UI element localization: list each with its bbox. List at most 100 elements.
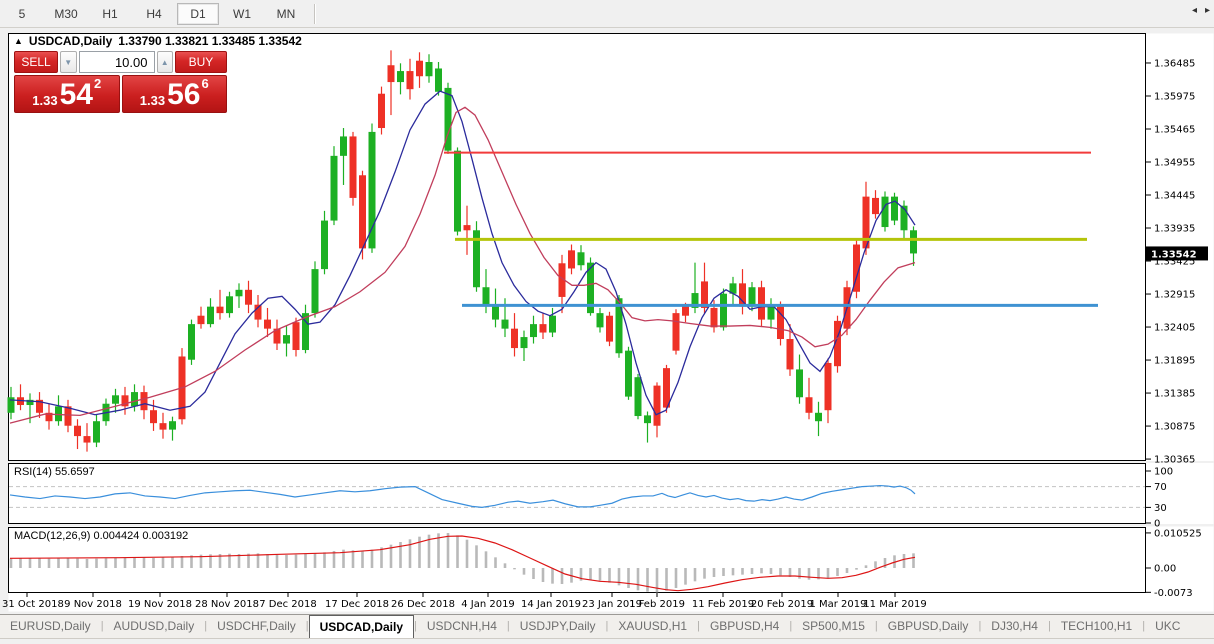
candles [7,50,917,452]
tab-xauusd-h1[interactable]: XAUUSD,H1 [618,619,688,633]
svg-text:0: 0 [1154,519,1160,530]
svg-text:100: 100 [1154,467,1173,478]
collapse-icon[interactable]: ▲ [14,36,23,46]
svg-text:1.30365: 1.30365 [1154,455,1195,466]
tab-separator: | [874,620,878,632]
svg-text:1.34445: 1.34445 [1154,191,1195,202]
macd-pane [9,533,916,593]
svg-text:30: 30 [1154,503,1167,514]
buy-price-sup: 6 [201,76,209,91]
svg-text:7 Dec 2018: 7 Dec 2018 [259,599,317,610]
svg-text:70: 70 [1154,482,1167,493]
tab-scroll-left-icon[interactable]: ◂ [1191,5,1197,16]
tab-separator: | [789,620,793,632]
tab-separator: | [1142,620,1146,632]
tab-eurusd-daily[interactable]: EURUSD,Daily [10,619,91,633]
svg-text:1.32915: 1.32915 [1154,290,1195,301]
svg-text:0.010525: 0.010525 [1154,528,1202,539]
tab-audusd-daily[interactable]: AUDUSD,Daily [113,619,195,633]
svg-text:1.30875: 1.30875 [1154,422,1195,433]
svg-text:1.33542: 1.33542 [1151,249,1197,260]
tab-sp500-m15[interactable]: SP500,M15 [802,619,865,633]
svg-text:1.31895: 1.31895 [1154,356,1195,367]
svg-text:1.31385: 1.31385 [1154,389,1195,400]
tab-separator: | [204,620,208,632]
tab-ukc[interactable]: UKC [1155,619,1181,633]
chart-title: ▲ USDCAD,Daily 1.33790 1.33821 1.33485 1… [14,34,302,48]
buy-button[interactable]: BUY [174,51,227,73]
svg-text:0.00: 0.00 [1154,564,1176,575]
tab-scroll-right-icon[interactable]: ▸ [1204,5,1210,16]
volume-decrease-icon[interactable]: ▼ [60,51,77,73]
timeframe-button-MN[interactable]: MN [276,6,296,21]
timeframe-button-W1[interactable]: W1 [233,6,251,21]
chart-panes [0,33,1214,612]
macd-signal-line [9,535,916,592]
tab-separator: | [605,620,609,632]
quote-ohlc: 1.33790 1.33821 1.33485 1.33542 [118,34,302,48]
buy-price-small: 1.33 [139,93,166,108]
svg-text:14 Jan 2019: 14 Jan 2019 [521,599,581,610]
svg-text:1.33935: 1.33935 [1154,224,1195,235]
timeframe-button-5[interactable]: 5 [18,6,26,21]
tab-dj30-h4[interactable]: DJ30,H4 [991,619,1038,633]
tab-usdcnh-h4[interactable]: USDCNH,H4 [426,619,497,633]
sell-button[interactable]: SELL [14,51,59,73]
toolbar-separator [314,3,316,24]
tab-separator: | [305,620,309,632]
svg-text:4 Jan 2019: 4 Jan 2019 [461,599,515,610]
svg-text:26 Dec 2018: 26 Dec 2018 [391,599,455,610]
chart-canvas[interactable]: 1.36485 1.35975 1.35465 1.34955 1.34445 1.339… [0,28,1214,644]
tab-usdchf-daily[interactable]: USDCHF,Daily [217,619,296,633]
svg-text:1.32405: 1.32405 [1154,323,1195,334]
svg-text:1.33425: 1.33425 [1154,257,1195,268]
timeframe-button-M30[interactable]: M30 [54,6,78,21]
tab-gbpusd-h4[interactable]: GBPUSD,H4 [709,619,780,633]
date-axis[interactable]: 31 Oct 2018 9 Nov 2018 19 Nov 2018 28 Nov 2… [2,593,927,610]
svg-text:9 Nov 2018: 9 Nov 2018 [64,599,122,610]
sell-price-big: 54 [59,78,93,111]
tab-separator: | [1047,620,1051,632]
timeframe-button-H4[interactable]: H4 [146,6,162,21]
tab-separator: | [697,620,700,632]
tab-usdcad-daily[interactable]: USDCAD,Daily [308,615,414,639]
symbol-label: USDCAD,Daily [28,34,113,48]
svg-text:17 Dec 2018: 17 Dec 2018 [325,599,389,610]
svg-text:31 Oct 2018: 31 Oct 2018 [2,599,64,610]
tab-separator: | [414,620,417,632]
tab-separator: | [506,620,510,632]
svg-text:20 Feb 2019: 20 Feb 2019 [751,599,813,610]
rsi-pane [9,484,1145,509]
buy-price-box[interactable]: 1.33 56 6 [121,75,227,113]
tab-usdjpy-daily[interactable]: USDJPY,Daily [519,619,596,633]
chart-tab-bar: EURUSD,Daily | AUDUSD,Daily | USDCHF,Daily | U… [0,614,1214,639]
current-price-marker: 1.33542 [1146,246,1208,261]
sell-price-box[interactable]: 1.33 54 2 [14,75,120,113]
volume-increase-icon[interactable]: ▲ [156,51,173,73]
volume-input[interactable] [78,51,155,73]
status-strip [0,638,1214,644]
svg-text:11 Feb 2019: 11 Feb 2019 [692,599,754,610]
timeframe-button-D1[interactable]: D1 [177,2,219,25]
ma-fast-line [9,90,916,416]
buy-price-big: 56 [167,78,201,111]
chart-svg: 1.364851.359751.354651.349551.344451.339… [0,33,1214,612]
sell-price-sup: 2 [93,76,102,91]
rsi-axis[interactable]: 100 70 30 0 [1146,467,1173,530]
tab-separator: | [100,620,104,632]
tab-tech100-h1[interactable]: TECH100,H1 [1060,619,1133,633]
svg-text:19 Nov 2018: 19 Nov 2018 [128,599,192,610]
svg-text:28 Nov 2018: 28 Nov 2018 [195,599,259,610]
price-axis[interactable]: 1.36485 1.35975 1.35465 1.34955 1.34445 1.339… [1146,58,1195,466]
ma-slow-line [9,106,916,424]
rsi-label: RSI(14) 55.6597 [14,466,95,478]
svg-text:1.36485: 1.36485 [1154,58,1195,69]
timeframe-button-H1[interactable]: H1 [102,6,118,21]
tab-gbpusd-daily[interactable]: GBPUSD,Daily [887,619,969,633]
svg-text:11 Mar 2019: 11 Mar 2019 [863,599,926,610]
svg-text:1 Mar 2019: 1 Mar 2019 [809,599,866,610]
svg-text:1 Feb 2019: 1 Feb 2019 [629,599,685,610]
macd-axis[interactable]: 0.010525 0.00 -0.0073 [1146,528,1202,599]
